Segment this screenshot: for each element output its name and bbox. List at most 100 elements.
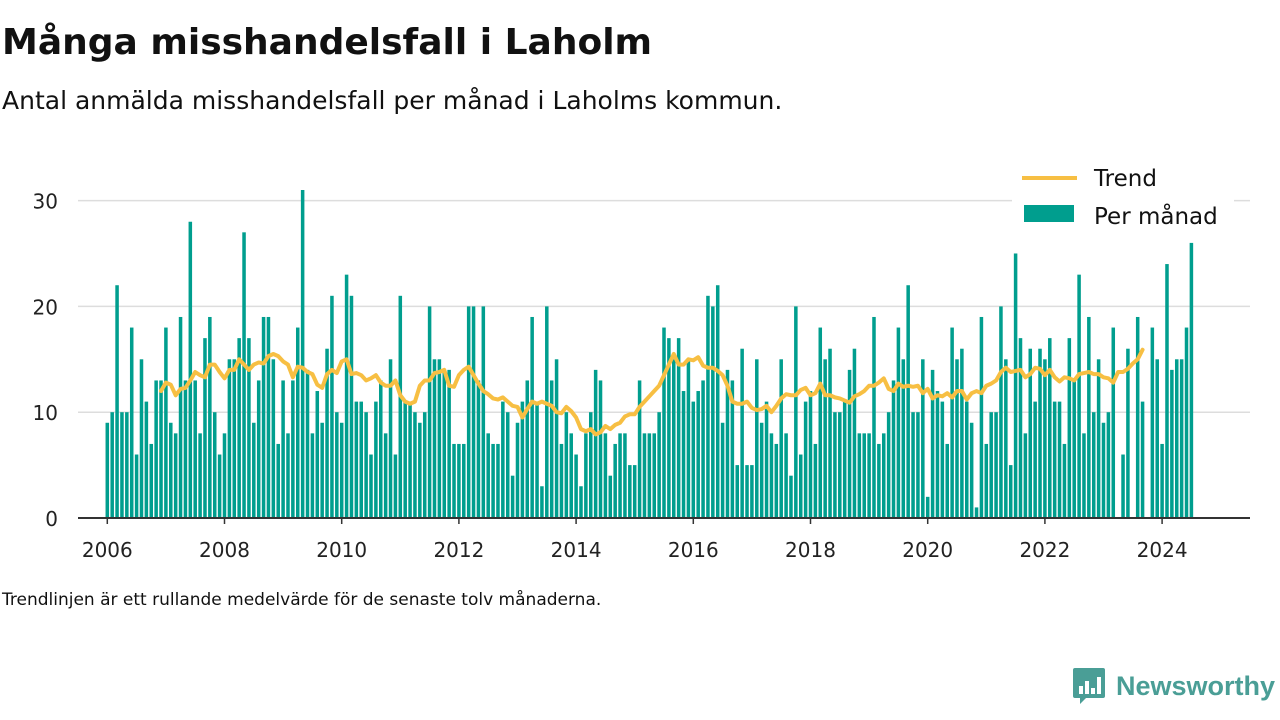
bar bbox=[545, 306, 549, 518]
bar bbox=[305, 369, 310, 518]
bar bbox=[657, 412, 661, 518]
x-tick-label: 2014 bbox=[551, 538, 602, 562]
bar bbox=[227, 359, 232, 518]
bar bbox=[217, 454, 222, 518]
bar bbox=[300, 190, 305, 518]
bar bbox=[891, 380, 896, 518]
bar bbox=[164, 327, 168, 518]
bar bbox=[212, 412, 217, 518]
y-axis-labels: 0 10 20 30 bbox=[33, 190, 58, 531]
bar bbox=[242, 232, 246, 518]
bar bbox=[1101, 422, 1106, 518]
bar bbox=[413, 412, 417, 518]
x-tick-label: 2018 bbox=[785, 538, 836, 562]
bar bbox=[916, 412, 920, 518]
bar bbox=[252, 422, 256, 518]
bar bbox=[930, 369, 935, 518]
bar bbox=[398, 295, 403, 518]
bar bbox=[764, 401, 769, 518]
bar bbox=[144, 401, 149, 518]
bar bbox=[603, 433, 608, 518]
bar bbox=[232, 359, 237, 518]
bar bbox=[725, 369, 730, 518]
bar bbox=[349, 295, 354, 518]
bar bbox=[530, 316, 534, 518]
bar bbox=[618, 433, 622, 518]
bar bbox=[198, 433, 202, 518]
bar bbox=[1106, 412, 1111, 518]
x-axis-labels: 2006 2008 2010 2012 2014 2016 2018 2020 2022 2024 bbox=[82, 518, 1188, 562]
bar bbox=[574, 454, 578, 518]
bar bbox=[1184, 327, 1189, 518]
bar bbox=[1189, 242, 1194, 518]
bar bbox=[1004, 359, 1008, 518]
bar-series bbox=[105, 190, 1194, 518]
bar bbox=[422, 412, 427, 518]
bar bbox=[994, 412, 998, 518]
bar bbox=[139, 359, 144, 518]
bar bbox=[476, 380, 481, 518]
bar bbox=[628, 465, 632, 518]
y-tick-label: 30 bbox=[33, 190, 58, 214]
bar bbox=[798, 454, 803, 518]
bar bbox=[471, 306, 476, 518]
bar bbox=[593, 369, 598, 518]
bar bbox=[418, 422, 422, 518]
bar bbox=[154, 380, 158, 518]
bar bbox=[315, 391, 320, 518]
bar bbox=[505, 412, 510, 518]
bar bbox=[276, 443, 280, 518]
bar bbox=[535, 401, 539, 518]
bar bbox=[359, 401, 363, 518]
x-tick-label: 2008 bbox=[199, 538, 250, 562]
bar bbox=[442, 369, 447, 518]
bar bbox=[755, 359, 759, 518]
bar bbox=[647, 433, 652, 518]
bar bbox=[989, 412, 993, 518]
bar bbox=[129, 327, 134, 518]
bar bbox=[1043, 359, 1047, 518]
bar bbox=[271, 359, 276, 518]
bar bbox=[1077, 274, 1081, 518]
bar bbox=[222, 433, 227, 518]
bar bbox=[501, 401, 505, 518]
bar bbox=[510, 475, 515, 518]
bar bbox=[1082, 433, 1086, 518]
bar bbox=[203, 338, 207, 518]
bar bbox=[554, 359, 559, 518]
bar bbox=[330, 295, 334, 518]
bar bbox=[115, 285, 119, 518]
bar bbox=[1135, 316, 1140, 518]
bar bbox=[1013, 253, 1018, 518]
bar bbox=[906, 285, 910, 518]
bar bbox=[320, 422, 324, 518]
bar bbox=[999, 306, 1003, 518]
bar bbox=[339, 422, 344, 518]
bar bbox=[794, 306, 798, 518]
bar bbox=[525, 380, 530, 518]
bar bbox=[706, 295, 710, 518]
legend-trend-label: Trend bbox=[1093, 166, 1157, 192]
bar bbox=[105, 422, 110, 518]
bar bbox=[901, 359, 906, 518]
bar bbox=[1028, 348, 1033, 518]
x-tick-label: 2006 bbox=[82, 538, 133, 562]
bar bbox=[1160, 443, 1164, 518]
bar bbox=[564, 412, 569, 518]
bar bbox=[354, 401, 359, 518]
bar bbox=[691, 401, 696, 518]
bar bbox=[1052, 401, 1057, 518]
bar bbox=[369, 454, 373, 518]
bar bbox=[896, 327, 901, 518]
bar bbox=[965, 401, 969, 518]
y-tick-label: 10 bbox=[33, 401, 58, 425]
bar bbox=[701, 380, 705, 518]
y-tick-label: 0 bbox=[45, 507, 58, 531]
bar bbox=[789, 475, 793, 518]
bar bbox=[291, 380, 295, 518]
bar bbox=[266, 316, 271, 518]
bar bbox=[667, 338, 671, 518]
bar bbox=[842, 401, 847, 518]
bar bbox=[374, 401, 378, 518]
bar bbox=[921, 359, 925, 518]
